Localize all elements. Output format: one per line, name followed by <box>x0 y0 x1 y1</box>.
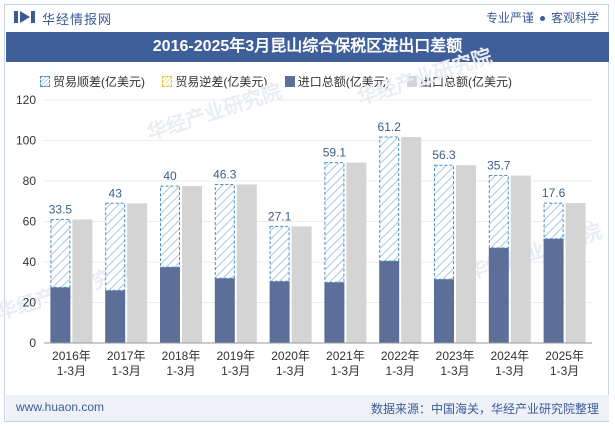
legend-deficit-swatch <box>162 76 173 87</box>
export-bar-6 <box>401 137 422 343</box>
legend-export-label: 出口总额(亿美元) <box>420 75 513 89</box>
import-bar-6 <box>379 260 400 343</box>
export-bar-2 <box>182 186 202 343</box>
x-tick-label-period-0: 1-3月 <box>57 364 86 378</box>
export-bar-9 <box>565 203 586 343</box>
surplus-bar-0 <box>50 218 71 288</box>
brand-logo-icon <box>14 11 35 23</box>
x-tick-label-period-1: 1-3月 <box>112 364 141 378</box>
y-tick-label-0: 0 <box>29 336 36 350</box>
x-tick-label-year-3: 2019年 <box>216 349 255 363</box>
legend-surplus: 贸易顺差(亿美元) <box>40 73 145 90</box>
site-url: www.huaon.com <box>16 400 105 414</box>
x-tick-label-period-2: 1-3月 <box>166 364 195 378</box>
x-tick-label-year-8: 2024年 <box>490 349 529 363</box>
export-bar-5 <box>346 162 367 343</box>
x-tick-label-period-4: 1-3月 <box>276 364 305 378</box>
import-bar-3 <box>214 278 235 343</box>
import-bar-5 <box>324 282 345 343</box>
x-tick-label-period-7: 1-3月 <box>440 364 469 378</box>
x-tick-label-year-5: 2021年 <box>326 349 365 363</box>
export-bar-8 <box>510 175 531 343</box>
export-bar-4 <box>291 226 312 343</box>
tag-professional: 专业严谨 <box>485 11 534 25</box>
surplus-bar-7 <box>434 164 454 280</box>
import-bar-0 <box>50 287 71 343</box>
y-tick-label-120: 120 <box>16 93 36 107</box>
x-tick-label-year-9: 2025年 <box>545 349 584 363</box>
surplus-data-label-6: 61.2 <box>378 120 402 134</box>
surplus-data-label-5: 59.1 <box>323 146 347 160</box>
x-tick-label-year-6: 2022年 <box>381 349 420 363</box>
surplus-data-label-9: 17.6 <box>542 186 566 200</box>
x-tick-label-period-3: 1-3月 <box>221 364 250 378</box>
legend-import: 进口总额(亿美元) <box>284 73 390 90</box>
x-tick-label-year-7: 2023年 <box>436 349 475 363</box>
surplus-bar-9 <box>543 202 564 240</box>
import-bar-9 <box>543 238 564 343</box>
surplus-bar-2 <box>160 185 180 268</box>
chart-legend: 贸易顺差(亿美元) 贸易逆差(亿美元) 进口总额(亿美元) 出口总额(亿美元) <box>40 73 526 91</box>
x-tick-label-period-9: 1-3月 <box>550 364 579 378</box>
x-tick-label-year-2: 2018年 <box>162 349 201 363</box>
import-bar-2 <box>160 267 180 343</box>
import-bar-8 <box>488 247 509 343</box>
surplus-data-label-8: 35.7 <box>487 159 511 173</box>
surplus-bar-5 <box>324 162 345 283</box>
chart-title: 2016-2025年3月昆山综合保税区进出口差额 <box>6 32 609 62</box>
tag-separator-dot <box>539 16 545 22</box>
watermark-text-0: 华经产业研究院 <box>144 79 285 145</box>
legend-deficit: 贸易逆差(亿美元) <box>162 73 267 90</box>
y-tick-label-40: 40 <box>23 255 37 269</box>
top-bar: 华经情报网 专业严谨 客观科学 <box>8 6 605 28</box>
export-bar-7 <box>456 165 476 343</box>
surplus-data-label-2: 40 <box>163 169 177 183</box>
brand-tags: 专业严谨 客观科学 <box>486 9 599 26</box>
legend-deficit-label: 贸易逆差(亿美元) <box>175 75 268 89</box>
export-bar-1 <box>127 203 148 343</box>
x-tick-label-period-8: 1-3月 <box>495 364 524 378</box>
import-bar-1 <box>105 290 126 343</box>
surplus-bar-3 <box>214 183 235 279</box>
export-bar-3 <box>236 184 257 343</box>
export-bar-0 <box>72 219 93 343</box>
surplus-data-label-1: 43 <box>109 186 123 200</box>
y-tick-label-60: 60 <box>23 215 37 229</box>
legend-surplus-label: 贸易顺差(亿美元) <box>53 75 145 89</box>
data-source: 数据来源：中国海关，华经产业研究院整理 <box>370 402 599 416</box>
x-tick-label-year-1: 2017年 <box>107 349 146 363</box>
surplus-data-label-3: 46.3 <box>213 167 237 181</box>
legend-export: 出口总额(亿美元) <box>407 73 512 90</box>
import-bar-4 <box>269 281 290 343</box>
surplus-data-label-0: 33.5 <box>49 202 73 216</box>
x-tick-label-year-0: 2016年 <box>52 349 91 363</box>
legend-export-swatch <box>407 76 418 87</box>
surplus-data-label-7: 56.3 <box>432 148 456 162</box>
x-tick-label-period-6: 1-3月 <box>386 364 415 378</box>
chart-frame <box>4 4 609 422</box>
y-tick-label-20: 20 <box>23 296 37 310</box>
surplus-bar-8 <box>488 175 509 249</box>
surplus-data-label-4: 27.1 <box>268 209 292 223</box>
y-tick-label-100: 100 <box>16 134 36 148</box>
legend-import-swatch <box>284 76 295 87</box>
surplus-bar-4 <box>269 225 290 282</box>
tag-objective: 客观科学 <box>550 11 599 25</box>
surplus-bar-6 <box>379 136 400 262</box>
x-tick-label-period-5: 1-3月 <box>331 364 360 378</box>
footer-bar: www.huaon.com 数据来源：中国海关，华经产业研究院整理 <box>6 395 609 421</box>
legend-import-label: 进口总额(亿美元) <box>297 75 390 89</box>
x-tick-label-year-4: 2020年 <box>271 349 310 363</box>
brand-name: 华经情报网 <box>42 12 113 27</box>
legend-surplus-swatch <box>40 76 50 87</box>
import-bar-7 <box>434 279 454 343</box>
y-tick-label-80: 80 <box>23 174 37 188</box>
surplus-bar-1 <box>105 202 126 291</box>
